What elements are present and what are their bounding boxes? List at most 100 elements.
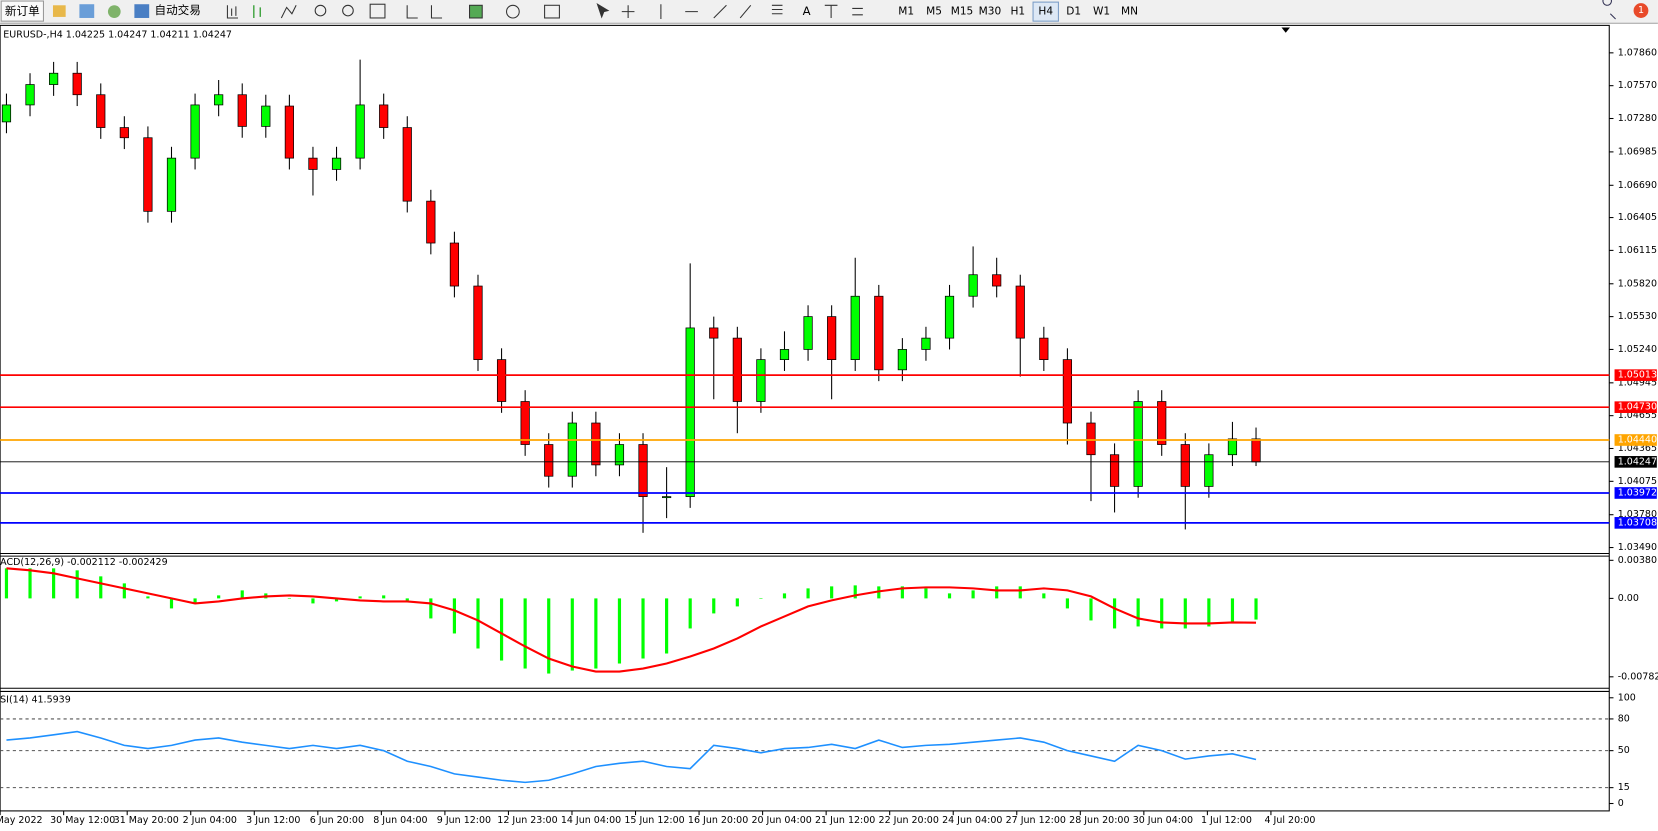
candle-body: [331, 157, 342, 170]
macd-bar: [358, 596, 362, 599]
timeframe-button[interactable]: MN: [1121, 6, 1138, 18]
chart-frame: [0, 24, 1610, 812]
candle-body: [874, 295, 884, 371]
macd-bar: [594, 598, 598, 669]
macd-signal: [6, 567, 1257, 673]
search-icon[interactable]: [1602, 0, 1616, 20]
macd-bar: [1136, 598, 1140, 627]
macd-bar: [971, 590, 975, 599]
candle-body: [1015, 285, 1025, 339]
macd-bar: [169, 598, 174, 609]
active-timeframe[interactable]: [1032, 1, 1059, 22]
y-tick-label: 1.06690: [1618, 180, 1657, 191]
candle-body: [1157, 401, 1167, 445]
y-tick-label: 1.03780: [1618, 509, 1657, 520]
macd-bar: [452, 598, 457, 634]
candle-body: [355, 104, 365, 159]
new-order-button[interactable]: [0, 0, 44, 22]
macd-bar: [641, 598, 645, 659]
price-level-tag: [1614, 487, 1657, 499]
timeframe-button[interactable]: M15: [951, 6, 974, 18]
macd-bar: [523, 598, 527, 669]
candle-body: [237, 94, 247, 127]
candle-body: [544, 444, 554, 477]
x-tick-label: 9 Jun 12:00: [437, 815, 491, 826]
notification-badge[interactable]: [1633, 3, 1649, 18]
y-tick-label: 1.04945: [1618, 377, 1657, 388]
timeframe-button[interactable]: M5: [926, 6, 942, 18]
candle-body: [1133, 401, 1143, 487]
icon[interactable]: [79, 4, 95, 18]
price-level-label: 1.04247: [1618, 456, 1657, 467]
candle-body: [96, 94, 106, 128]
indicator-title: ACD(12,26,9) -0.002112 -0.002429: [0, 557, 168, 568]
candle-body: [214, 94, 224, 106]
y-tick-label: 50: [1618, 745, 1630, 756]
candle-body: [992, 274, 1002, 287]
candle-body: [426, 200, 436, 244]
price-level-tag: [1614, 456, 1657, 468]
macd-bar: [1018, 586, 1022, 599]
timeframe-button[interactable]: H4: [1038, 6, 1053, 18]
x-tick-label: 15 Jun 12:00: [624, 815, 684, 826]
y-tick-label: 0.003801: [1618, 555, 1658, 566]
macd-bar: [1112, 598, 1117, 629]
candle-body: [1039, 337, 1049, 360]
macd-bar: [853, 585, 857, 599]
x-tick-label: 24 Jun 04:00: [942, 815, 1002, 826]
timeframe-button[interactable]: W1: [1093, 6, 1110, 18]
y-tick-label: 1.07570: [1618, 80, 1657, 91]
macd-bar: [499, 598, 504, 661]
price-level-label: 1.03708: [1618, 517, 1657, 528]
macd-bar: [429, 598, 433, 619]
candle-body: [261, 105, 271, 127]
x-tick-label: May 2022: [0, 815, 43, 826]
candle-body: [449, 242, 460, 287]
price-level-tag: [1614, 517, 1657, 529]
x-tick-label: 8 Jun 04:00: [373, 815, 427, 826]
macd-bar: [193, 598, 197, 604]
x-tick-label: 21 Jun 12:00: [815, 815, 875, 826]
macd-bar: [28, 568, 32, 599]
x-tick-label: 3 Jun 12:00: [246, 815, 300, 826]
notification-count[interactable]: 1: [1638, 5, 1644, 16]
candle-body: [49, 72, 59, 85]
y-tick-label: 1.06405: [1618, 212, 1657, 223]
toolbar: [0, 0, 1658, 24]
y-tick-label: 1.05240: [1618, 344, 1657, 355]
candle-body: [119, 127, 129, 139]
y-tick-label: 1.05530: [1618, 311, 1657, 322]
auto-trading-icon[interactable]: [134, 4, 150, 18]
x-tick-label: 2 Jun 04:00: [183, 815, 237, 826]
candle-body: [732, 337, 742, 402]
candle-body: [520, 401, 530, 445]
candle-body: [897, 349, 907, 371]
icon[interactable]: [52, 5, 66, 17]
y-tick-label: 1.06985: [1618, 146, 1657, 157]
text-tool[interactable]: A: [803, 4, 811, 18]
timeframe-button[interactable]: M30: [979, 6, 1002, 18]
price-level-label: 1.05013: [1618, 370, 1657, 381]
macd-bar: [830, 586, 834, 599]
price-level-label: 1.03972: [1618, 487, 1657, 498]
icon[interactable]: [107, 5, 121, 18]
candle-body: [638, 444, 648, 497]
auto-trading-label[interactable]: 自动交易: [154, 3, 200, 17]
candle-body: [190, 104, 200, 159]
candle-body: [1086, 422, 1096, 456]
candle-body: [72, 72, 82, 96]
timeframe-button[interactable]: M1: [898, 6, 914, 18]
candle-body: [143, 137, 153, 212]
timeframe-button[interactable]: D1: [1066, 6, 1081, 18]
timeframe-button[interactable]: H1: [1010, 6, 1025, 18]
macd-bar: [311, 598, 315, 604]
candle-body: [827, 316, 837, 360]
candle-body: [284, 105, 294, 159]
candle-body: [308, 157, 318, 170]
price-level-label: 1.04730: [1618, 402, 1657, 413]
macd-bar: [217, 595, 221, 599]
candle-body: [402, 127, 412, 202]
macd-bar: [1089, 598, 1093, 621]
new-order-label[interactable]: 新订单: [5, 4, 40, 18]
